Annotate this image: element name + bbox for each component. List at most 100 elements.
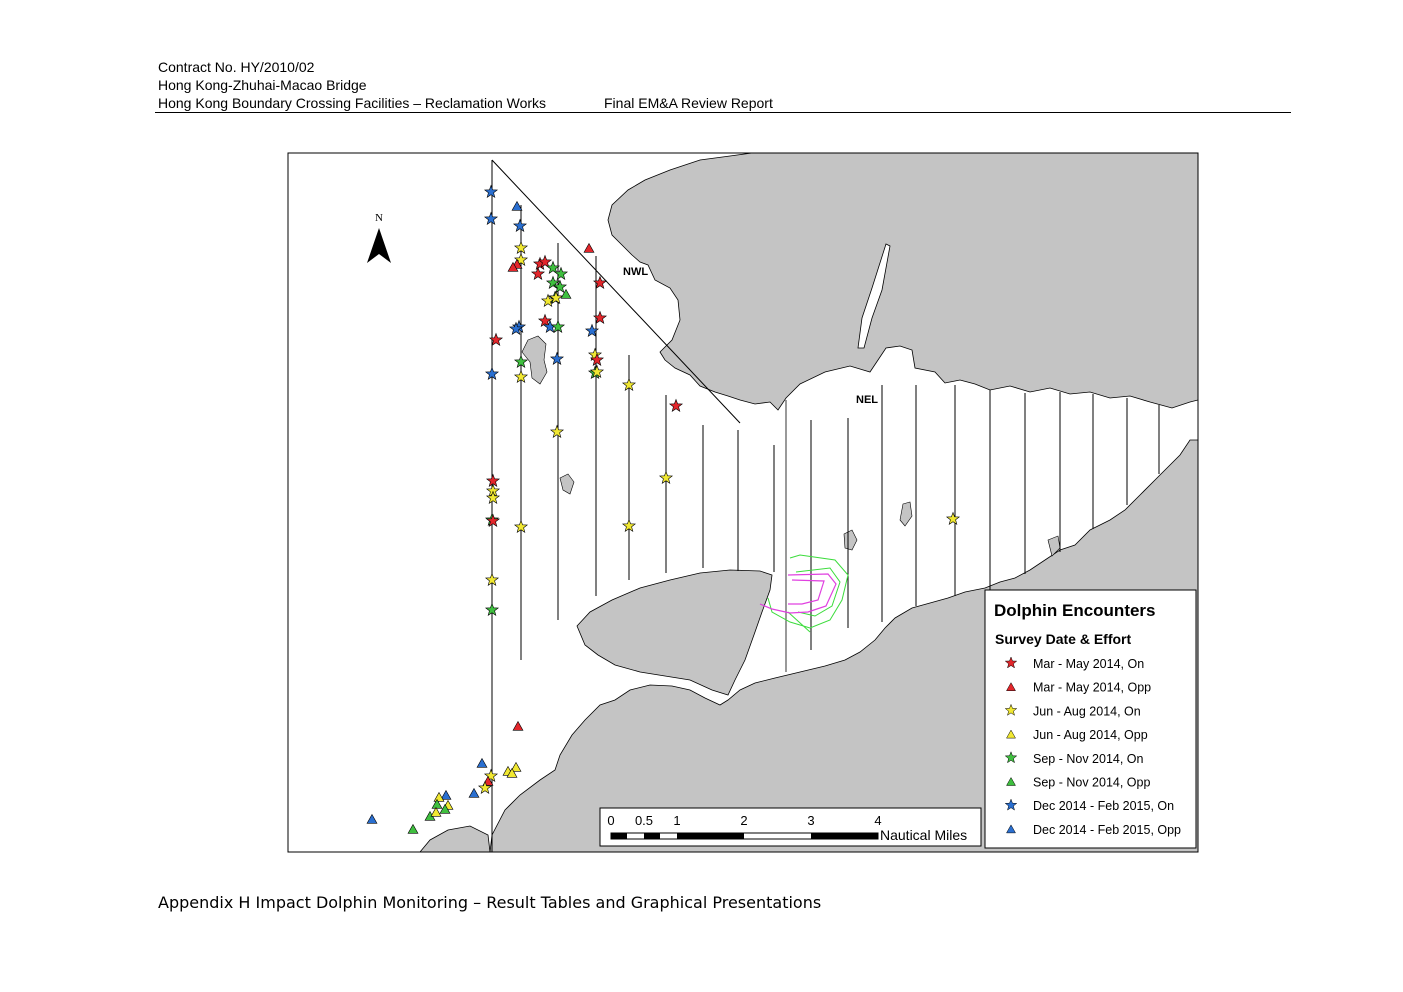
sighting-on-effort-star bbox=[621, 518, 637, 533]
sighting-on-effort-star bbox=[945, 511, 961, 526]
sighting-opportunistic-triangle bbox=[512, 720, 524, 731]
north-arrow: N bbox=[367, 212, 391, 263]
sighting-on-effort-star bbox=[537, 254, 553, 269]
sighting-on-effort-star bbox=[484, 572, 500, 587]
legend-title: Dolphin Encounters bbox=[994, 601, 1156, 620]
survey-boundary bbox=[491, 159, 741, 424]
scale-tick-label: 4 bbox=[874, 813, 881, 828]
sighting-on-effort-star bbox=[553, 266, 569, 281]
sighting-opportunistic-triangle bbox=[430, 806, 442, 817]
works-area-green bbox=[767, 554, 849, 633]
sighting-on-effort-star bbox=[513, 369, 529, 384]
sighting-opportunistic-triangle bbox=[560, 288, 572, 299]
sighting-on-effort-star bbox=[513, 240, 529, 255]
sighting-opportunistic-triangle bbox=[440, 789, 452, 800]
legend-star-icon bbox=[1004, 751, 1018, 764]
sighting-opportunistic-triangle bbox=[511, 200, 523, 211]
legend-item-label: Sep - Nov 2014, On bbox=[1033, 752, 1144, 766]
sighting-on-effort-star bbox=[545, 260, 561, 275]
sighting-on-effort-star bbox=[589, 364, 605, 379]
sighting-on-effort-star bbox=[485, 490, 501, 505]
sighting-on-effort-star bbox=[540, 293, 556, 308]
legend-item-label: Dec 2014 - Feb 2015, On bbox=[1033, 799, 1174, 813]
area-label-nwl: NWL bbox=[623, 266, 648, 278]
sighting-opportunistic-triangle bbox=[433, 791, 445, 802]
island-2 bbox=[559, 473, 575, 495]
legend-star-icon bbox=[1004, 703, 1018, 716]
legend-star-icon bbox=[1004, 798, 1018, 811]
sighting-on-effort-star bbox=[508, 321, 524, 336]
sighting-opportunistic-triangle bbox=[366, 813, 378, 824]
map-border bbox=[287, 152, 1199, 853]
legend-item-label: Mar - May 2014, Opp bbox=[1033, 681, 1151, 695]
sighting-on-effort-star bbox=[483, 768, 499, 783]
transect-lines bbox=[491, 160, 1160, 852]
legend-triangle-icon bbox=[1006, 682, 1016, 691]
header-project: Hong Kong-Zhuhai-Macao Bridge bbox=[158, 77, 367, 93]
legend-item-label: Mar - May 2014, On bbox=[1033, 657, 1144, 671]
sighting-opportunistic-triangle bbox=[583, 242, 595, 253]
scale-bar: 0 0.5 1 2 3 4 Nautical Miles bbox=[599, 807, 982, 847]
sighting-on-effort-star bbox=[549, 351, 565, 366]
sighting-on-effort-star bbox=[537, 313, 553, 328]
sighting-on-effort-star bbox=[592, 275, 608, 290]
sighting-on-effort-star bbox=[484, 602, 500, 617]
sighting-opportunistic-triangle bbox=[439, 803, 451, 814]
sighting-on-effort-star bbox=[658, 470, 674, 485]
sighting-on-effort-star bbox=[483, 211, 499, 226]
river-channel bbox=[857, 243, 891, 349]
scale-tick-label: 3 bbox=[807, 813, 814, 828]
legend: Dolphin Encounters Survey Date & Effort … bbox=[984, 589, 1197, 849]
sighting-opportunistic-triangle bbox=[510, 761, 522, 772]
sighting-on-effort-star bbox=[552, 279, 568, 294]
airport-island bbox=[576, 569, 773, 696]
legend-item-label: Dec 2014 - Feb 2015, Opp bbox=[1033, 823, 1181, 837]
legend-star-icon bbox=[1004, 656, 1018, 669]
legend-subtitle: Survey Date & Effort bbox=[995, 631, 1131, 647]
sighting-on-effort-star bbox=[592, 310, 608, 325]
island-3 bbox=[843, 529, 858, 551]
legend-triangle-icon bbox=[1006, 824, 1016, 834]
sighting-opportunistic-triangle bbox=[506, 767, 518, 778]
header-contract: Contract No. HY/2010/02 bbox=[158, 59, 315, 75]
legend-triangle-icon bbox=[1006, 729, 1016, 739]
legend-item-label: Jun - Aug 2014, On bbox=[1033, 704, 1141, 718]
sighting-on-effort-star bbox=[512, 218, 528, 233]
scale-unit: Nautical Miles bbox=[880, 827, 967, 843]
sighting-on-effort-star bbox=[550, 319, 566, 334]
header-facility: Hong Kong Boundary Crossing Facilities –… bbox=[158, 95, 547, 111]
sighting-on-effort-star bbox=[513, 519, 529, 534]
sighting-on-effort-star bbox=[545, 275, 561, 290]
sighting-opportunistic-triangle bbox=[431, 798, 443, 809]
scale-tick-label: 1 bbox=[673, 813, 680, 828]
scale-tick-label: 0 bbox=[607, 813, 614, 828]
header-report: Final EM&A Review Report bbox=[604, 95, 773, 111]
sighting-on-effort-star bbox=[513, 252, 529, 267]
land-north bbox=[607, 153, 1198, 411]
north-arrow-icon bbox=[367, 228, 391, 263]
area-label-nel: NEL bbox=[856, 394, 878, 406]
sighting-opportunistic-triangle bbox=[507, 261, 519, 272]
sighting-on-effort-star bbox=[621, 377, 637, 392]
land-southwest bbox=[419, 825, 491, 852]
header-divider bbox=[155, 112, 1291, 113]
sighting-on-effort-star bbox=[483, 184, 499, 199]
island-4 bbox=[899, 501, 913, 527]
sighting-on-effort-star bbox=[484, 366, 500, 381]
legend-item-label: Sep - Nov 2014, Opp bbox=[1033, 776, 1150, 790]
legend-item-label: Jun - Aug 2014, Opp bbox=[1033, 728, 1148, 742]
legend-triangle-icon bbox=[1006, 776, 1016, 786]
sightings-layer bbox=[366, 184, 961, 834]
sighting-on-effort-star bbox=[477, 780, 493, 795]
north-label: N bbox=[375, 212, 383, 224]
sighting-opportunistic-triangle bbox=[407, 823, 419, 834]
sighting-on-effort-star bbox=[549, 424, 565, 439]
sighting-opportunistic-triangle bbox=[476, 757, 488, 768]
sighting-on-effort-star bbox=[589, 352, 605, 367]
sighting-on-effort-star bbox=[485, 513, 501, 528]
island-1 bbox=[521, 335, 548, 385]
scale-tick-label: 0.5 bbox=[635, 813, 653, 828]
works-area-magenta bbox=[759, 573, 837, 614]
sighting-opportunistic-triangle bbox=[468, 787, 480, 798]
